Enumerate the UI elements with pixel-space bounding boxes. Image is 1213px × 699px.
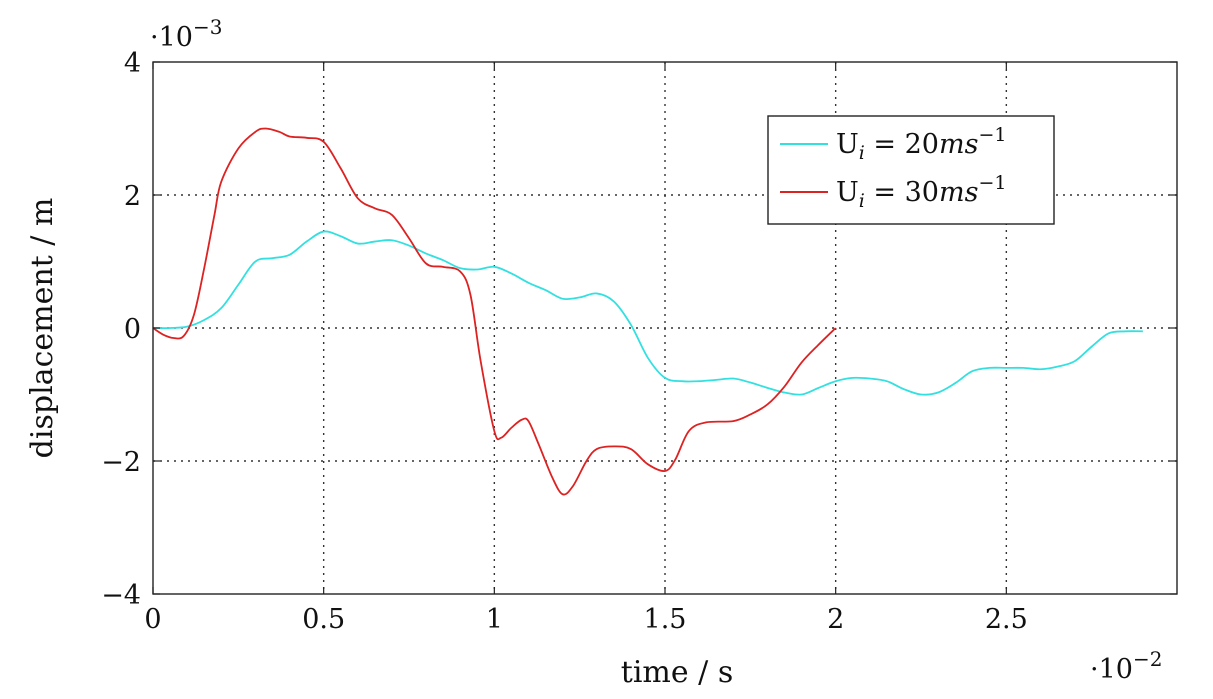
- y-axis-multiplier: ·10−3: [150, 15, 222, 53]
- y-tick-label: −2: [101, 447, 141, 478]
- legend: Ui = 20ms−1 Ui = 30ms−1: [767, 115, 1055, 225]
- x-tick-label: 0.5: [302, 604, 345, 635]
- legend-label-series-1: Ui = 20ms−1: [836, 124, 1006, 164]
- x-tick-label: 1.5: [644, 604, 687, 635]
- legend-box: [767, 115, 1055, 225]
- legend-label-series-2: Ui = 30ms−1: [836, 172, 1006, 212]
- series-line-2: [152, 127, 837, 496]
- y-tick-label: −4: [101, 580, 141, 611]
- x-axis-title: time / s: [621, 655, 733, 690]
- y-tick-label: 2: [124, 181, 141, 212]
- x-tick-label: 2.5: [985, 604, 1028, 635]
- x-tick-label: 0: [144, 604, 161, 635]
- y-tick-label: 0: [124, 314, 141, 345]
- x-axis-multiplier: ·10−2: [1090, 647, 1162, 685]
- x-tick-label: 1: [486, 604, 503, 635]
- x-tick-label: 2: [827, 604, 844, 635]
- tick-labels: 0 0.5 1 1.5 2 2.5 −4 −2 0 2 4: [101, 48, 1028, 635]
- y-tick-label: 4: [124, 48, 141, 79]
- y-axis-title: displacement / m: [25, 198, 60, 459]
- series-line-1: [152, 230, 1143, 396]
- series-layer: [152, 127, 1143, 496]
- ticks: [152, 61, 1177, 595]
